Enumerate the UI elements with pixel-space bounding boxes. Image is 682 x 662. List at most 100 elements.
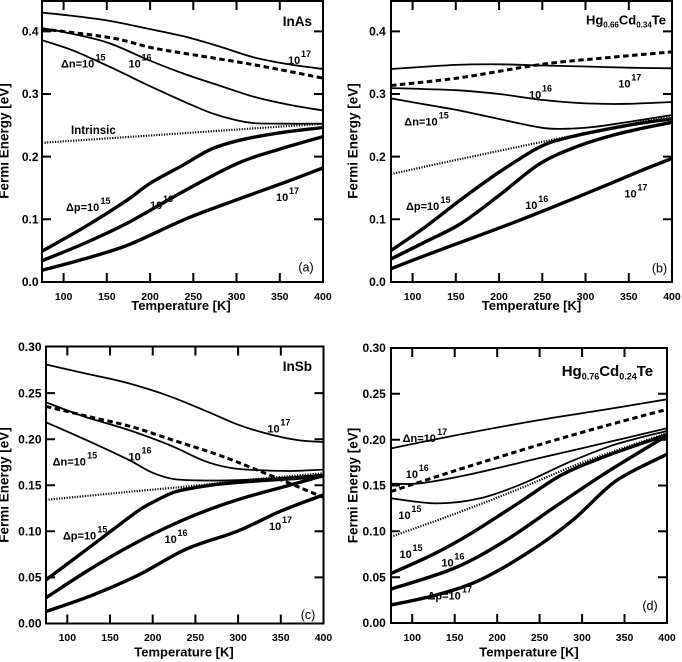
svg-text:17: 17 bbox=[280, 417, 290, 427]
svg-text:100: 100 bbox=[403, 632, 421, 644]
svg-text:10: 10 bbox=[150, 200, 162, 212]
svg-text:0.25: 0.25 bbox=[362, 387, 386, 401]
svg-text:Δn=10: Δn=10 bbox=[404, 117, 437, 129]
svg-text:(c): (c) bbox=[301, 608, 316, 622]
svg-text:Δp=10: Δp=10 bbox=[428, 591, 461, 603]
svg-text:350: 350 bbox=[271, 291, 289, 303]
svg-text:10: 10 bbox=[441, 558, 453, 570]
svg-text:250: 250 bbox=[187, 632, 205, 644]
svg-text:Hg0.66Cd0.34Te: Hg0.66Cd0.34Te bbox=[586, 13, 666, 30]
svg-text:400: 400 bbox=[663, 291, 681, 303]
svg-text:Fermi Energy [eV]: Fermi Energy [eV] bbox=[0, 83, 12, 199]
svg-text:0.10: 0.10 bbox=[18, 525, 42, 539]
svg-text:Δn=10: Δn=10 bbox=[403, 433, 436, 445]
svg-text:100: 100 bbox=[404, 291, 422, 303]
svg-text:400: 400 bbox=[658, 632, 676, 644]
svg-text:10: 10 bbox=[525, 200, 537, 212]
svg-text:17: 17 bbox=[637, 182, 647, 192]
svg-text:0.00: 0.00 bbox=[362, 616, 386, 630]
svg-text:10: 10 bbox=[269, 521, 281, 533]
svg-text:200: 200 bbox=[490, 291, 508, 303]
svg-text:Fermi Energy [eV]: Fermi Energy [eV] bbox=[346, 83, 361, 199]
svg-text:Fermi Energy [eV]: Fermi Energy [eV] bbox=[346, 428, 361, 544]
svg-text:0.20: 0.20 bbox=[18, 432, 42, 446]
svg-text:10: 10 bbox=[400, 549, 412, 561]
svg-text:350: 350 bbox=[620, 291, 638, 303]
svg-text:Temperature [K]: Temperature [K] bbox=[134, 645, 233, 660]
svg-text:0.2: 0.2 bbox=[22, 150, 39, 164]
svg-text:16: 16 bbox=[538, 194, 548, 204]
svg-text:200: 200 bbox=[144, 632, 162, 644]
svg-text:15: 15 bbox=[101, 196, 111, 206]
svg-text:10: 10 bbox=[529, 90, 541, 102]
svg-text:10: 10 bbox=[129, 452, 141, 464]
svg-text:Δp=10: Δp=10 bbox=[63, 531, 96, 543]
svg-text:16: 16 bbox=[454, 552, 464, 562]
svg-text:15: 15 bbox=[87, 451, 97, 461]
svg-text:Δp=10: Δp=10 bbox=[406, 201, 439, 213]
svg-text:150: 150 bbox=[101, 632, 119, 644]
svg-text:0.15: 0.15 bbox=[18, 478, 42, 492]
svg-text:100: 100 bbox=[55, 291, 73, 303]
svg-text:16: 16 bbox=[178, 528, 188, 538]
svg-text:(a): (a) bbox=[298, 261, 313, 275]
svg-text:400: 400 bbox=[314, 291, 332, 303]
svg-text:0.15: 0.15 bbox=[362, 479, 386, 493]
svg-text:0.0: 0.0 bbox=[22, 275, 39, 289]
svg-text:400: 400 bbox=[315, 632, 333, 644]
svg-text:300: 300 bbox=[577, 291, 595, 303]
svg-text:0.0: 0.0 bbox=[369, 275, 386, 289]
svg-text:0.1: 0.1 bbox=[369, 212, 386, 226]
svg-text:15: 15 bbox=[97, 525, 107, 535]
svg-text:Temperature [K]: Temperature [K] bbox=[479, 645, 578, 660]
svg-text:17: 17 bbox=[462, 585, 472, 595]
svg-text:10: 10 bbox=[267, 423, 279, 435]
svg-text:Intrinsic: Intrinsic bbox=[71, 125, 116, 137]
svg-text:16: 16 bbox=[419, 463, 429, 473]
svg-text:200: 200 bbox=[488, 632, 506, 644]
svg-text:17: 17 bbox=[437, 427, 447, 437]
svg-text:Hg0.76Cd0.24Te: Hg0.76Cd0.24Te bbox=[562, 363, 653, 382]
svg-text:16: 16 bbox=[163, 194, 173, 204]
svg-text:250: 250 bbox=[534, 291, 552, 303]
svg-text:0.10: 0.10 bbox=[362, 525, 386, 539]
svg-text:(d): (d) bbox=[642, 599, 657, 613]
svg-text:10: 10 bbox=[288, 55, 300, 67]
svg-text:InSb: InSb bbox=[283, 359, 312, 374]
svg-text:16: 16 bbox=[142, 53, 152, 63]
svg-text:10: 10 bbox=[618, 78, 630, 90]
svg-text:150: 150 bbox=[446, 632, 464, 644]
svg-text:15: 15 bbox=[96, 53, 106, 63]
svg-text:200: 200 bbox=[141, 291, 159, 303]
svg-text:Δp=10: Δp=10 bbox=[66, 202, 99, 214]
svg-text:16: 16 bbox=[542, 84, 552, 94]
svg-text:0.05: 0.05 bbox=[18, 571, 42, 585]
svg-text:Δn=10: Δn=10 bbox=[61, 59, 94, 71]
svg-text:(b): (b) bbox=[652, 262, 667, 276]
svg-text:0.4: 0.4 bbox=[369, 25, 386, 39]
svg-text:350: 350 bbox=[616, 632, 634, 644]
svg-text:250: 250 bbox=[531, 632, 549, 644]
svg-text:17: 17 bbox=[301, 49, 311, 59]
svg-text:Δn=10: Δn=10 bbox=[53, 457, 86, 469]
svg-text:0.05: 0.05 bbox=[362, 570, 386, 584]
svg-text:17: 17 bbox=[631, 72, 641, 82]
svg-text:0.25: 0.25 bbox=[18, 386, 42, 400]
svg-text:350: 350 bbox=[272, 632, 290, 644]
svg-text:15: 15 bbox=[411, 504, 421, 514]
svg-text:Fermi Energy [eV]: Fermi Energy [eV] bbox=[0, 427, 12, 543]
svg-text:10: 10 bbox=[129, 59, 141, 71]
svg-text:10: 10 bbox=[624, 188, 636, 200]
svg-text:300: 300 bbox=[229, 632, 247, 644]
svg-text:15: 15 bbox=[413, 543, 423, 553]
svg-text:300: 300 bbox=[228, 291, 246, 303]
svg-text:17: 17 bbox=[289, 186, 299, 196]
svg-text:16: 16 bbox=[142, 446, 152, 456]
svg-text:10: 10 bbox=[398, 510, 410, 522]
svg-text:250: 250 bbox=[185, 291, 203, 303]
svg-text:15: 15 bbox=[439, 111, 449, 121]
svg-text:150: 150 bbox=[447, 291, 465, 303]
svg-text:InAs: InAs bbox=[283, 14, 312, 29]
svg-text:0.20: 0.20 bbox=[362, 433, 386, 447]
svg-text:0.4: 0.4 bbox=[22, 25, 39, 39]
